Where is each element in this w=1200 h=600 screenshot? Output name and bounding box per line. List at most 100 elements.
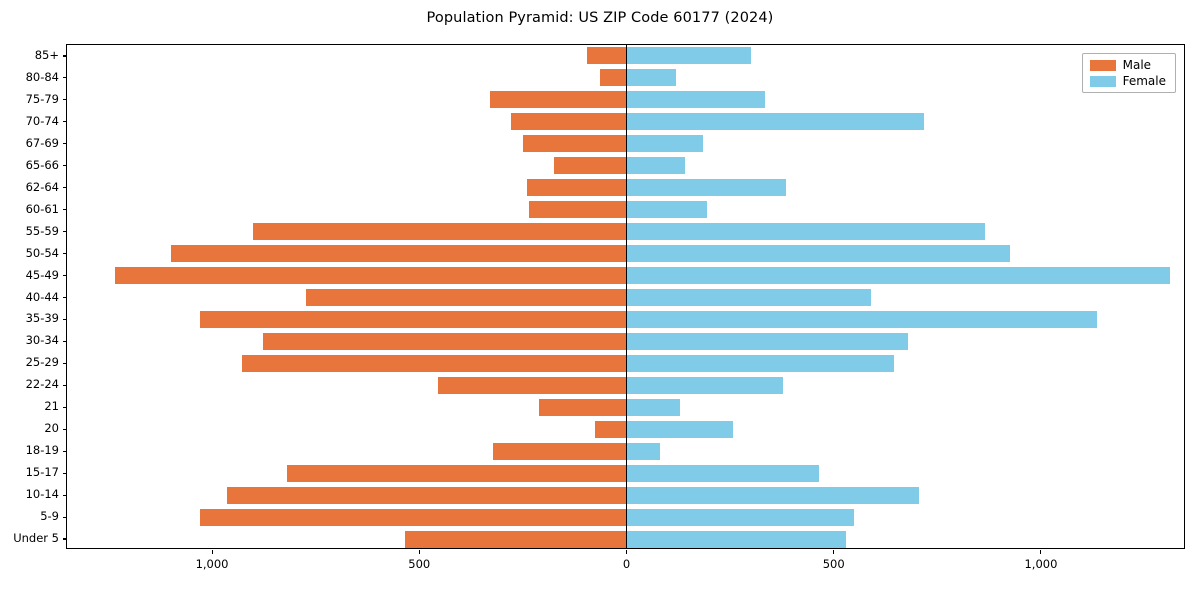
bar-female[interactable]	[626, 310, 1097, 328]
bar-female[interactable]	[626, 420, 733, 438]
bar-female[interactable]	[626, 157, 685, 175]
y-tick-mark	[63, 253, 67, 255]
y-tick-mark	[63, 165, 67, 167]
bar-male[interactable]	[252, 223, 627, 241]
legend-label: Male	[1122, 58, 1152, 72]
bar-female[interactable]	[626, 332, 909, 350]
y-tick-label: 45-49	[25, 267, 59, 282]
legend-entry[interactable]: Male	[1089, 58, 1166, 72]
y-tick-label: 50-54	[25, 245, 59, 260]
bar-female[interactable]	[626, 267, 1171, 285]
bar-male[interactable]	[437, 376, 627, 394]
bar-female[interactable]	[626, 91, 766, 109]
bar-male[interactable]	[529, 201, 627, 219]
y-tick-label: 70-74	[25, 113, 59, 128]
y-tick-mark	[63, 538, 67, 540]
legend-entry[interactable]: Female	[1089, 74, 1166, 88]
chart-legend[interactable]: Male Female	[1081, 53, 1176, 93]
bar-row	[67, 486, 1184, 504]
bar-female[interactable]	[626, 398, 681, 416]
bar-male[interactable]	[539, 398, 627, 416]
y-tick-label: 35-39	[25, 311, 59, 326]
y-tick-label: Under 5	[13, 531, 59, 546]
bar-male[interactable]	[511, 113, 627, 131]
x-tick-mark	[211, 550, 213, 554]
bar-female[interactable]	[626, 442, 660, 460]
bar-row	[67, 530, 1184, 548]
bar-female[interactable]	[626, 47, 751, 65]
y-tick-label: 62-64	[25, 179, 59, 194]
bar-male[interactable]	[553, 157, 627, 175]
y-tick-label: 25-29	[25, 355, 59, 370]
x-tick-label: 0	[622, 557, 631, 571]
bar-male[interactable]	[489, 91, 627, 109]
y-tick-mark	[63, 428, 67, 430]
bar-female[interactable]	[626, 289, 872, 306]
legend-swatch-male	[1089, 59, 1116, 71]
bar-male[interactable]	[114, 267, 627, 285]
bar-female[interactable]	[626, 245, 1010, 263]
y-tick-mark	[63, 516, 67, 518]
bar-female[interactable]	[626, 223, 985, 241]
x-tick-label: 1,000	[1024, 557, 1058, 571]
bar-row	[67, 332, 1184, 350]
bar-female[interactable]	[626, 201, 708, 219]
y-tick-label: 85+	[34, 47, 59, 62]
bar-row	[67, 179, 1184, 197]
bar-male[interactable]	[595, 420, 627, 438]
y-tick-label: 65-66	[25, 157, 59, 172]
bar-row	[67, 245, 1184, 263]
bar-female[interactable]	[626, 530, 847, 548]
y-tick-mark	[63, 384, 67, 386]
bar-male[interactable]	[599, 69, 627, 87]
y-tick-mark	[63, 77, 67, 79]
x-tick-mark	[418, 550, 420, 554]
bar-male[interactable]	[199, 508, 627, 526]
legend-label: Female	[1122, 74, 1166, 88]
bar-female[interactable]	[626, 508, 855, 526]
y-tick-label: 10-14	[25, 487, 59, 502]
y-tick-mark	[63, 406, 67, 408]
bar-male[interactable]	[306, 289, 627, 306]
y-tick-label: 67-69	[25, 135, 59, 150]
legend-swatch-female	[1089, 75, 1116, 87]
bar-row	[67, 310, 1184, 328]
bar-row	[67, 113, 1184, 131]
bar-female[interactable]	[626, 354, 894, 372]
zero-axis-line	[625, 45, 628, 548]
bar-female[interactable]	[626, 486, 919, 504]
bar-female[interactable]	[626, 135, 704, 153]
bar-male[interactable]	[262, 332, 627, 350]
bar-female[interactable]	[626, 113, 925, 131]
y-tick-label: 80-84	[25, 69, 59, 84]
y-tick-mark	[63, 209, 67, 211]
bar-male[interactable]	[170, 245, 627, 263]
y-tick-label: 5-9	[40, 509, 59, 524]
bar-row	[67, 201, 1184, 219]
y-tick-mark	[63, 55, 67, 57]
y-tick-mark	[63, 296, 67, 299]
bar-female[interactable]	[626, 376, 784, 394]
y-tick-mark	[63, 340, 67, 342]
bar-row	[67, 289, 1184, 306]
bar-male[interactable]	[522, 135, 627, 153]
bar-male[interactable]	[226, 486, 627, 504]
bar-male[interactable]	[241, 354, 627, 372]
bar-male[interactable]	[200, 310, 627, 328]
bar-male[interactable]	[286, 464, 627, 482]
bar-row	[67, 157, 1184, 175]
plot-area	[67, 45, 1184, 548]
bar-female[interactable]	[626, 464, 820, 482]
bar-male[interactable]	[527, 179, 627, 197]
y-tick-label: 30-34	[25, 333, 59, 348]
x-tick-label: 500	[408, 557, 431, 571]
x-tick-label: 1,000	[195, 557, 229, 571]
bar-male[interactable]	[587, 47, 627, 65]
bar-row	[67, 398, 1184, 416]
bar-row	[67, 135, 1184, 153]
bar-male[interactable]	[493, 442, 627, 460]
bar-female[interactable]	[626, 69, 677, 87]
bar-male[interactable]	[404, 530, 627, 548]
y-tick-mark	[63, 143, 67, 145]
bar-female[interactable]	[626, 179, 787, 197]
